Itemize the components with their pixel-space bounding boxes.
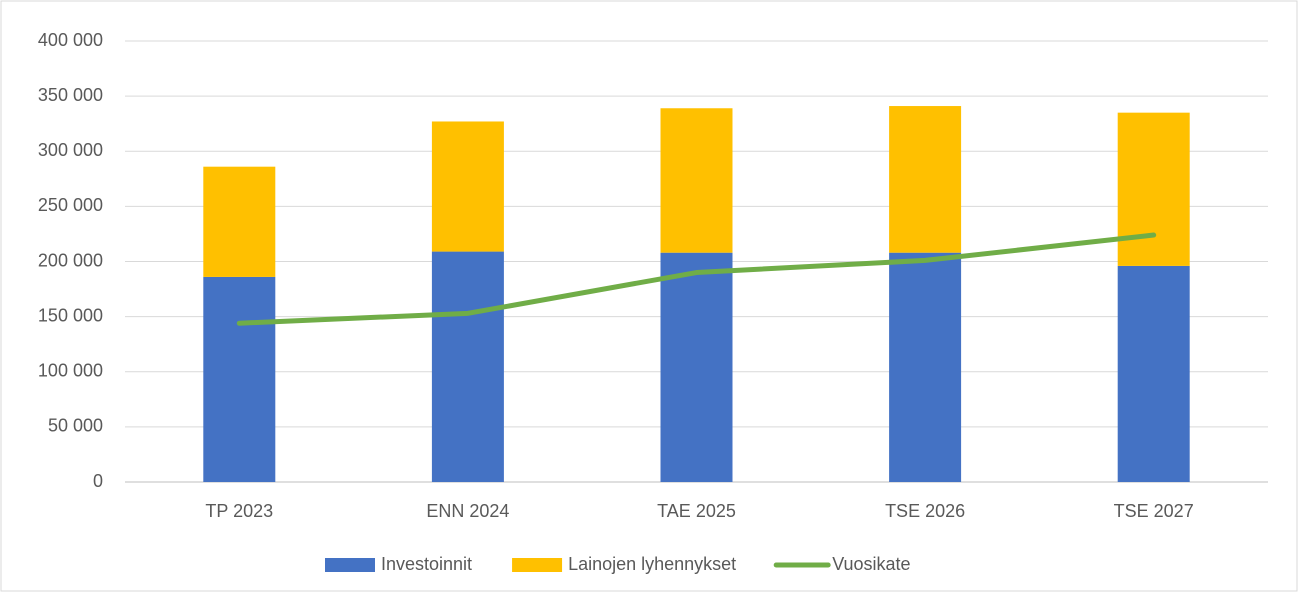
x-tick-label: ENN 2024 bbox=[426, 501, 509, 521]
bar bbox=[889, 106, 962, 253]
bar bbox=[203, 276, 276, 482]
bar bbox=[431, 251, 504, 482]
bar bbox=[889, 252, 962, 482]
legend-label: Investoinnit bbox=[381, 554, 472, 574]
bar bbox=[203, 166, 276, 277]
x-tick-label: TSE 2026 bbox=[885, 501, 965, 521]
x-tick-label: TAE 2025 bbox=[657, 501, 736, 521]
legend-swatch bbox=[325, 558, 375, 572]
y-tick-label: 400 000 bbox=[38, 30, 103, 50]
y-tick-label: 250 000 bbox=[38, 195, 103, 215]
bar bbox=[431, 121, 504, 252]
legend-swatch bbox=[512, 558, 563, 572]
x-tick-label: TSE 2027 bbox=[1114, 501, 1194, 521]
y-tick-label: 300 000 bbox=[38, 140, 103, 160]
y-tick-label: 50 000 bbox=[48, 416, 103, 436]
x-tick-label: TP 2023 bbox=[205, 501, 273, 521]
y-tick-label: 0 bbox=[93, 471, 103, 491]
legend-label: Lainojen lyhennykset bbox=[568, 554, 736, 574]
y-tick-label: 100 000 bbox=[38, 361, 103, 381]
y-tick-label: 200 000 bbox=[38, 250, 103, 270]
legend-label: Vuosikate bbox=[832, 554, 910, 574]
bar bbox=[1117, 112, 1190, 266]
bar bbox=[660, 108, 733, 253]
y-tick-label: 350 000 bbox=[38, 85, 103, 105]
bar bbox=[660, 252, 733, 482]
line bbox=[236, 232, 1157, 326]
bar bbox=[1117, 265, 1190, 482]
y-tick-label: 150 000 bbox=[38, 305, 103, 325]
